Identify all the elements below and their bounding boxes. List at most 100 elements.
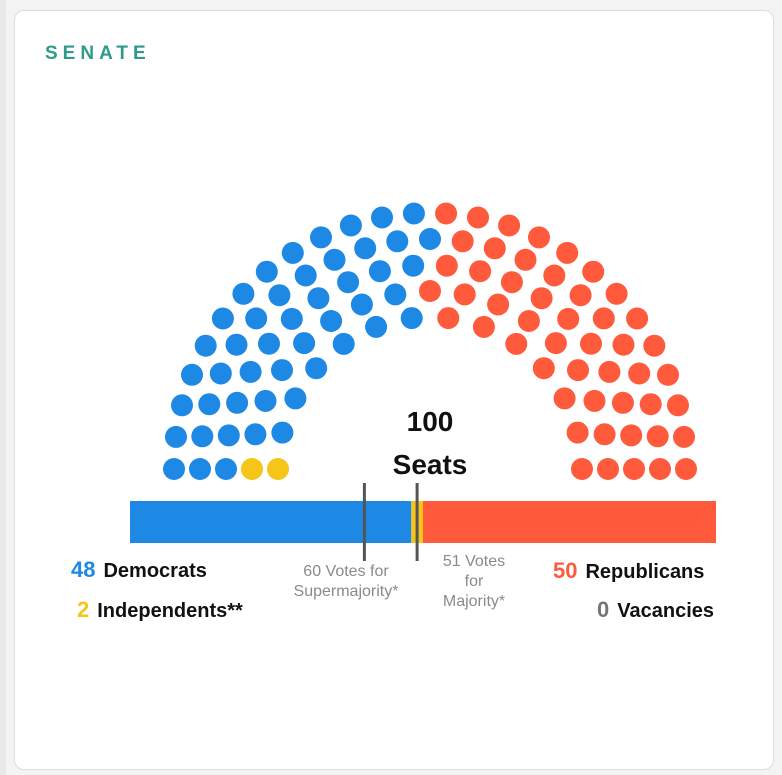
republican-seat	[451, 230, 474, 253]
republican-seat	[528, 226, 550, 249]
democrat-seat	[232, 282, 255, 305]
democrat-bar-segment	[130, 501, 412, 543]
democrat-seat	[194, 334, 217, 357]
republican-seat	[623, 458, 645, 480]
majority-note: 51 Votes for Majority*	[419, 552, 529, 612]
republican-seat	[593, 423, 616, 446]
republican-seat	[569, 284, 592, 307]
republican-seat	[646, 425, 669, 448]
senate-card: SENATE 100 Seats 48 Democrats 2 Independent…	[14, 10, 774, 770]
vacancies-label: Vacancies	[617, 600, 714, 622]
democrat-seat	[189, 458, 211, 480]
democrats-count: 48	[71, 557, 96, 582]
total-seats-number: 100	[407, 406, 454, 437]
legend-vacancies: 0 Vacancies	[597, 597, 714, 623]
democrat-seat	[294, 264, 317, 287]
republicans-label: Republicans	[585, 561, 705, 583]
democrat-seat	[198, 393, 221, 416]
republicans-count: 50	[553, 558, 578, 583]
independents-count: 2	[77, 597, 90, 622]
majority-note-line: Majority*	[442, 593, 506, 610]
democrat-seat	[171, 394, 193, 417]
republican-seat	[532, 357, 555, 380]
republican-seat	[597, 458, 619, 480]
republican-seat	[673, 425, 695, 448]
republican-seat	[498, 214, 521, 237]
democrat-seat	[402, 254, 425, 277]
legend-independents: 2 Independents**	[77, 597, 243, 623]
democrat-seat	[320, 310, 343, 332]
democrat-seat	[215, 458, 237, 480]
democrat-seat	[307, 287, 330, 310]
vacancies-count: 0	[597, 597, 610, 622]
democrat-seat	[400, 307, 423, 330]
supermajority-note-line: 60 Votes for	[303, 563, 389, 580]
republican-seat	[437, 307, 460, 330]
democrat-seat	[245, 307, 268, 330]
democrat-seat	[323, 248, 346, 271]
republican-seat	[483, 237, 506, 260]
democrat-seat	[271, 359, 293, 382]
democrat-seat	[211, 307, 234, 330]
republican-seat	[467, 206, 489, 229]
republican-seat	[598, 360, 621, 383]
republican-seat	[657, 363, 679, 386]
democrats-label: Democrats	[103, 560, 207, 582]
democrat-seat	[226, 391, 249, 414]
legend-republicans: 50 Republicans	[553, 558, 704, 584]
republican-seat	[611, 391, 634, 414]
independent-seat	[267, 458, 289, 480]
republican-seat	[643, 334, 666, 357]
republican-seat	[556, 241, 579, 264]
republican-seat	[514, 248, 537, 271]
republican-seat	[500, 271, 523, 294]
republican-seat	[453, 283, 476, 306]
republican-seat	[639, 393, 662, 416]
democrat-seat	[163, 458, 185, 480]
democrat-seat	[244, 423, 267, 446]
republican-seat	[435, 254, 458, 277]
republican-seat	[419, 280, 441, 302]
section-title: SENATE	[45, 43, 151, 64]
left-edge	[0, 0, 6, 775]
democrat-seat	[258, 332, 280, 355]
democrat-seat	[181, 363, 203, 386]
republican-seat	[544, 332, 567, 355]
majority-note-line: 51 Votes	[442, 553, 506, 570]
republican-seat	[592, 307, 615, 330]
democrat-seat	[191, 425, 214, 448]
democrat-seat	[310, 226, 332, 249]
democrat-seat	[271, 421, 294, 444]
republican-seat	[612, 333, 635, 356]
republican-seat	[530, 287, 553, 310]
total-seats-label: Seats	[393, 449, 468, 480]
republican-seat	[553, 387, 576, 410]
republican-seat	[583, 389, 606, 412]
republican-seat	[517, 310, 540, 332]
democrat-seat	[268, 284, 291, 307]
democrat-seat	[350, 293, 373, 316]
republican-seat	[435, 202, 458, 225]
republican-seat	[605, 282, 628, 305]
democrat-seat	[339, 214, 362, 237]
republican-bar-segment	[423, 501, 716, 543]
democrat-seat	[254, 389, 277, 412]
democrat-seat	[281, 241, 304, 264]
democrat-seat	[365, 315, 388, 338]
democrat-seat	[165, 425, 187, 448]
republican-seat	[626, 307, 649, 330]
legend-democrats: 48 Democrats	[71, 557, 207, 583]
republican-seat	[557, 307, 580, 330]
republican-seat	[571, 458, 593, 480]
supermajority-note-line: Supermajority*	[293, 583, 399, 600]
republican-seat	[543, 264, 566, 287]
democrat-seat	[337, 271, 360, 294]
republican-seat	[566, 421, 589, 444]
republican-seat	[675, 458, 697, 480]
independent-seat	[241, 458, 263, 480]
republican-seat	[487, 293, 510, 316]
republican-seat	[628, 362, 651, 385]
supermajority-note: 60 Votes for Supermajority*	[271, 562, 421, 602]
democrat-seat	[368, 260, 391, 283]
democrat-seat	[384, 283, 407, 306]
